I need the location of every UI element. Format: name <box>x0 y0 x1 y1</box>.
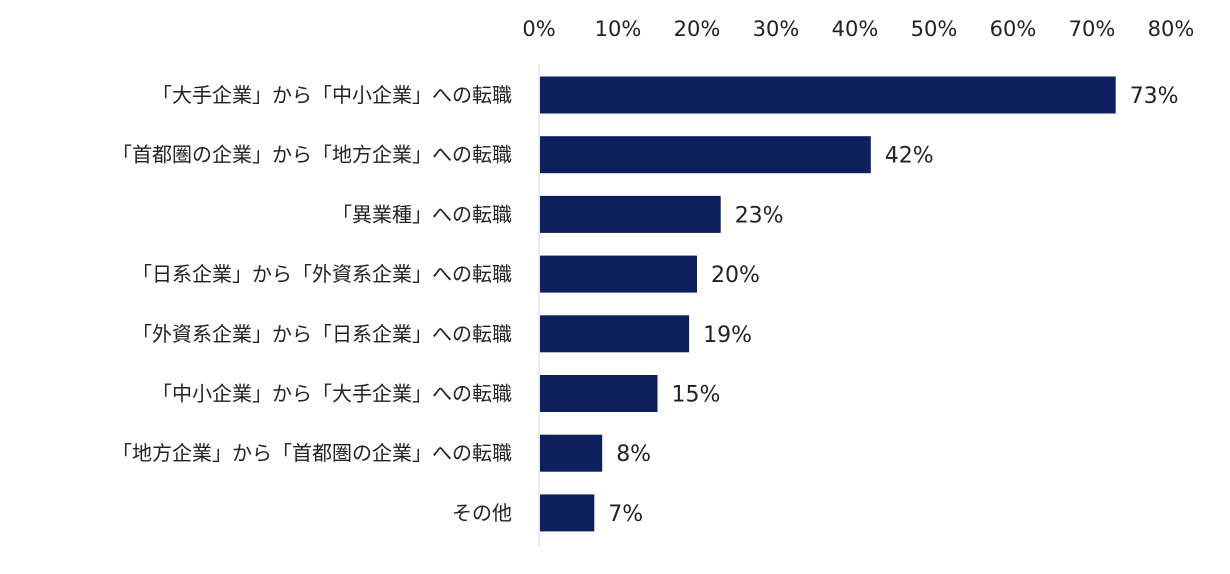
bar <box>540 255 697 293</box>
bar <box>540 195 721 233</box>
bar <box>540 375 658 412</box>
bar <box>540 315 690 353</box>
category-label: 「地方企業」から「首都圏の企業」への転職 <box>112 441 512 465</box>
value-labels: 73% 42% 23% 20% 19% 15% 8% 7% <box>608 84 1178 527</box>
data-label: 23% <box>735 203 784 228</box>
category-label: 「中小企業」から「大手企業」への転職 <box>152 382 512 406</box>
bars <box>540 76 1116 532</box>
data-label: 20% <box>711 263 760 288</box>
x-tick-label: 60% <box>990 17 1037 41</box>
x-tick-label: 0% <box>522 17 555 41</box>
data-label: 15% <box>672 383 721 408</box>
x-tick-label: 40% <box>832 17 879 41</box>
category-label: 「大手企業」から「中小企業」への転職 <box>152 83 512 107</box>
bar <box>540 494 595 532</box>
x-tick-label: 20% <box>674 17 721 41</box>
category-label: 「首都圏の企業」から「地方企業」への転職 <box>112 143 512 167</box>
category-label: その他 <box>452 501 512 525</box>
bar <box>540 434 603 472</box>
category-label: 「日系企業」から「外資系企業」への転職 <box>132 262 512 286</box>
x-tick-label: 80% <box>1148 17 1195 41</box>
bar <box>540 136 871 174</box>
x-axis-ticks: 0% 10% 20% 30% 40% 50% 60% 70% 80% <box>522 17 1194 41</box>
x-tick-label: 30% <box>753 17 800 41</box>
x-tick-label: 10% <box>595 17 642 41</box>
data-label: 73% <box>1130 84 1179 109</box>
x-tick-label: 70% <box>1069 17 1116 41</box>
category-labels: 「大手企業」から「中小企業」への転職「首都圏の企業」から「地方企業」への転職「異… <box>112 83 512 525</box>
data-label: 8% <box>616 442 651 467</box>
data-label: 7% <box>608 502 643 527</box>
data-label: 19% <box>703 323 752 348</box>
category-label: 「外資系企業」から「日系企業」への転職 <box>132 322 512 346</box>
x-tick-label: 50% <box>911 17 958 41</box>
bar <box>540 76 1116 114</box>
category-label: 「異業種」への転職 <box>332 202 512 226</box>
data-label: 42% <box>885 144 934 169</box>
